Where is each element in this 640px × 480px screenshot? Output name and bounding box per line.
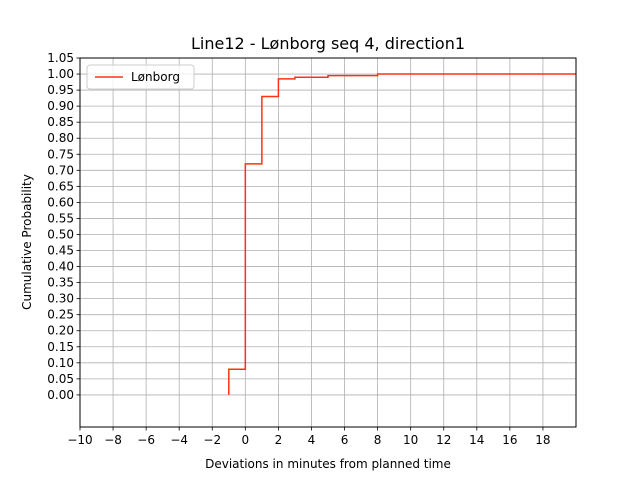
x-axis: −10 −8 −6 −4 −2 0 2 4 6 8 10 12 14 16 18	[67, 427, 551, 447]
y-tick-label: 0.40	[47, 260, 74, 274]
y-tick-label: 0.85	[47, 115, 74, 129]
y-tick-label: 1.00	[47, 67, 74, 81]
x-tick-label: −6	[137, 433, 155, 447]
chart-title: Line12 - Lønborg seq 4, direction1	[191, 34, 465, 53]
y-tick-label: 0.90	[47, 99, 74, 113]
y-tick-label: 1.05	[47, 51, 74, 65]
y-tick-label: 0.75	[47, 147, 74, 161]
y-tick-label: 0.80	[47, 131, 74, 145]
y-tick-label: 0.25	[47, 308, 74, 322]
y-tick-label: 0.60	[47, 195, 74, 209]
y-tick-label: 0.35	[47, 276, 74, 290]
y-tick-label: 0.30	[47, 292, 74, 306]
y-tick-label: 0.10	[47, 356, 74, 370]
x-tick-label: −4	[170, 433, 188, 447]
y-axis: 0.00 0.05 0.10 0.15 0.20 0.25 0.30 0.35 0.40 0.45…	[47, 51, 80, 402]
x-tick-label: 14	[469, 433, 484, 447]
y-tick-label: 0.05	[47, 372, 74, 386]
x-tick-label: −8	[104, 433, 122, 447]
x-tick-label: 8	[374, 433, 382, 447]
x-tick-label: 4	[308, 433, 316, 447]
y-tick-label: 0.15	[47, 340, 74, 354]
x-tick-label: 18	[535, 433, 550, 447]
legend-box	[86, 64, 195, 90]
x-tick-label: 16	[502, 433, 517, 447]
y-axis-label: Cumulative Probability	[20, 174, 34, 310]
y-tick-label: 0.70	[47, 163, 74, 177]
y-tick-label: 0.65	[47, 179, 74, 193]
grid-lines	[79, 57, 576, 427]
x-tick-label: 6	[341, 433, 349, 447]
y-tick-label: 0.20	[47, 324, 74, 338]
y-tick-label: 0.45	[47, 244, 74, 258]
y-tick-label: 0.55	[47, 211, 74, 225]
legend: Lønborg	[86, 64, 195, 90]
x-tick-label: 12	[436, 433, 451, 447]
y-tick-label: 0.50	[47, 227, 74, 241]
x-tick-label: 10	[403, 433, 418, 447]
series-group	[228, 73, 576, 395]
x-tick-label: −2	[203, 433, 221, 447]
y-tick-label: 0.00	[47, 388, 74, 402]
x-tick-label: 0	[242, 433, 250, 447]
x-axis-label: Deviations in minutes from planned time	[205, 457, 451, 471]
plot-frame	[79, 57, 577, 428]
y-tick-label: 0.95	[47, 83, 74, 97]
legend-label: Lønborg	[131, 70, 180, 84]
x-tick-label: −10	[67, 433, 92, 447]
x-tick-label: 2	[275, 433, 283, 447]
series-line-0	[228, 73, 576, 395]
